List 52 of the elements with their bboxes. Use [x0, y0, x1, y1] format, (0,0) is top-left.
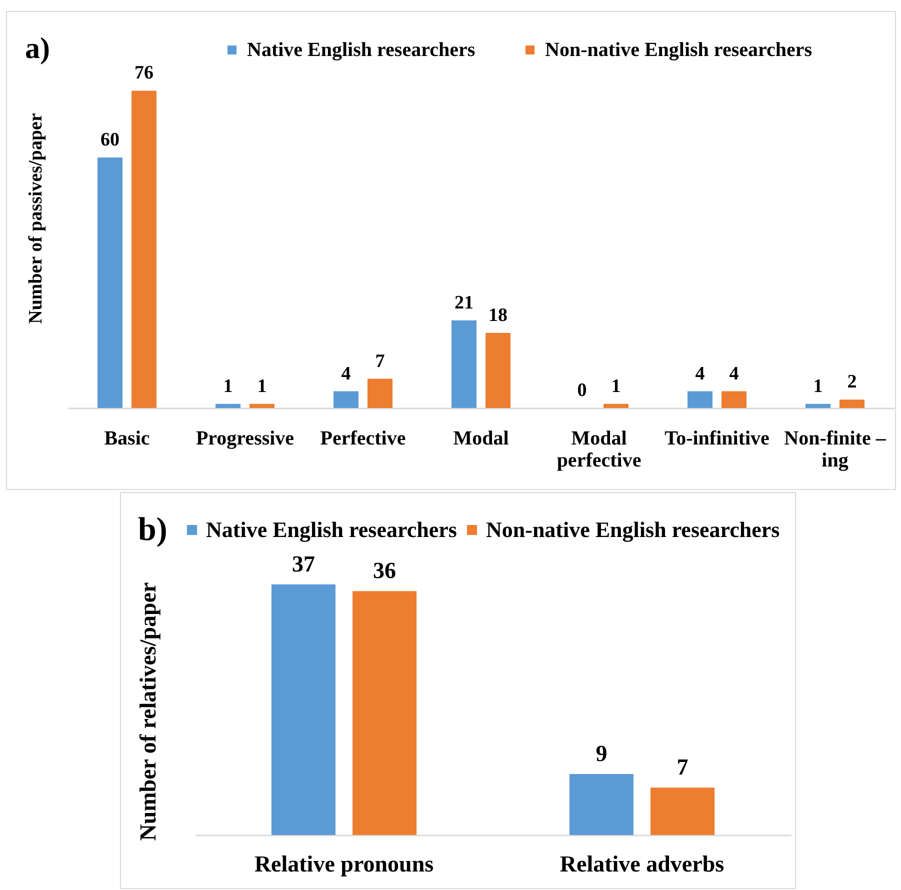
data-label: 21 — [454, 292, 474, 314]
bar — [132, 90, 156, 408]
bar — [352, 591, 417, 835]
x-tick-label: To-infinitive — [664, 428, 770, 450]
bar — [650, 788, 715, 835]
bar — [271, 584, 336, 835]
data-label: 2 — [847, 372, 857, 393]
bar — [334, 391, 358, 408]
bar — [250, 404, 274, 408]
data-label: 36 — [373, 558, 396, 584]
data-label: 0 — [577, 380, 587, 401]
bar — [840, 400, 864, 408]
data-label: 18 — [488, 304, 508, 326]
x-tick-label: Progressive — [196, 428, 294, 450]
bar — [569, 774, 634, 835]
x-tick-label: Relative adverbs — [560, 852, 724, 876]
x-tick-label: Non-finite –ing — [784, 428, 887, 472]
data-label: 9 — [596, 741, 608, 766]
bar — [486, 332, 510, 408]
bar — [216, 404, 240, 408]
legend-label: Native English researchers — [206, 517, 458, 542]
data-label: 60 — [100, 130, 120, 150]
legend-label: Non-native English researchers — [486, 517, 780, 542]
legend-label: Native English researchers — [247, 39, 476, 61]
x-tick-label: Modal — [453, 428, 510, 450]
y-axis-title: Number of passives/paper — [26, 112, 46, 324]
data-label: 1 — [223, 376, 233, 397]
data-label: 1 — [257, 376, 267, 397]
data-label: 37 — [292, 551, 315, 576]
bar — [722, 391, 746, 408]
data-label: 4 — [695, 363, 706, 384]
legend-label: Non-native English researchers — [545, 39, 812, 61]
y-axis-title: Number of relatives/paper — [136, 582, 160, 841]
bar — [604, 404, 628, 408]
bar — [806, 404, 830, 408]
x-tick-label: Modal perfective — [556, 428, 642, 472]
x-tick-label: Perfective — [320, 428, 406, 450]
x-tick-label: Basic — [104, 428, 150, 450]
bar — [688, 391, 712, 408]
data-label: 76 — [134, 62, 154, 84]
chart-title: b) — [138, 512, 168, 548]
x-tick-label: Relative pronouns — [254, 852, 434, 876]
bar — [98, 158, 122, 408]
chart-title: a) — [25, 32, 50, 65]
data-label: 4 — [729, 363, 740, 384]
data-label: 7 — [676, 754, 688, 780]
data-label: 7 — [375, 350, 386, 372]
data-label: 1 — [813, 376, 823, 397]
bar — [452, 320, 476, 408]
data-label: 1 — [611, 376, 621, 397]
data-label: 4 — [341, 363, 352, 384]
bar — [368, 378, 392, 408]
